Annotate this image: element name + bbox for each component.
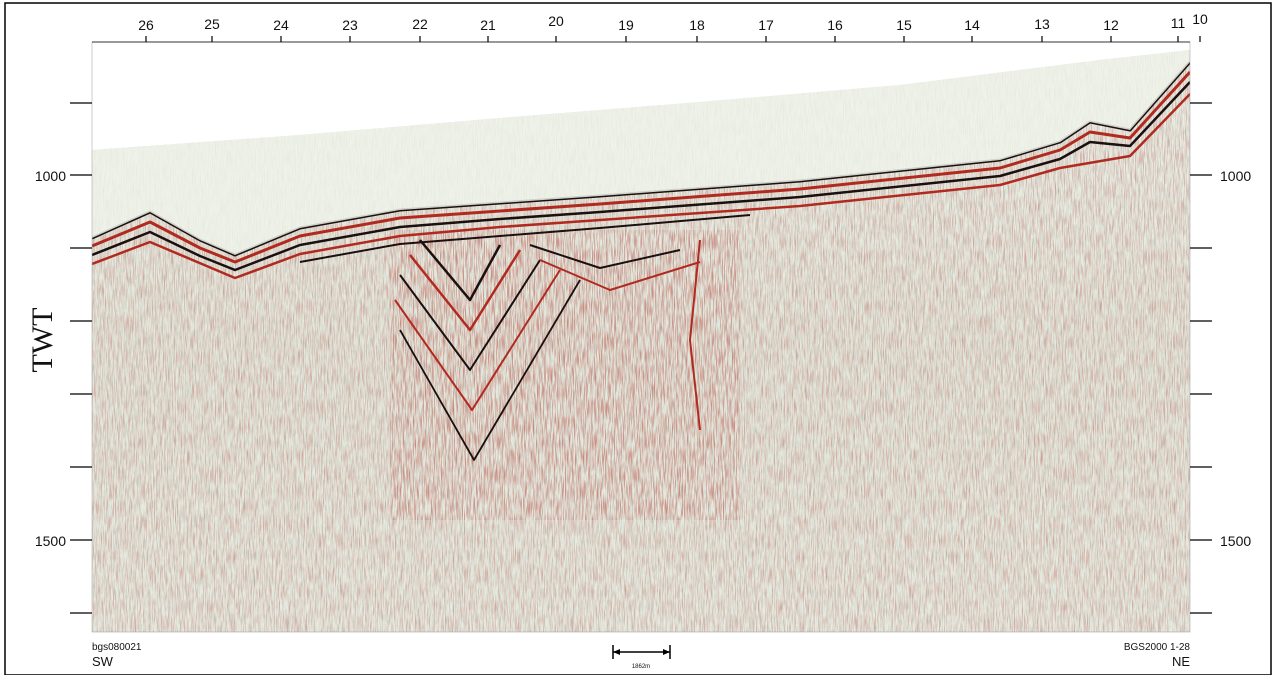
shot-point-label: 17 [758, 17, 774, 33]
shot-point-label: 19 [618, 17, 634, 33]
shot-point-label: 15 [896, 17, 912, 33]
shot-point-label: 24 [273, 17, 289, 33]
shot-point-label: 26 [138, 17, 154, 33]
survey-id: BGS2000 1-28 [1124, 642, 1191, 653]
left-tick-label: 1500 [35, 533, 66, 549]
shot-point-label: 16 [827, 17, 843, 33]
shot-point-label: 18 [689, 17, 705, 33]
scale-label: 1862m [632, 664, 650, 670]
line-id: bgs080021 [92, 642, 142, 653]
left-tick-label: 1000 [35, 168, 66, 184]
right-tick-label: 1000 [1220, 168, 1251, 184]
shot-point-label: 20 [548, 13, 564, 29]
shot-point-label: 11 [1171, 15, 1186, 31]
direction-sw: SW [92, 654, 114, 669]
seismic-figure: TWT bgs080021 SW BGS2000 1-28 NE 1862m 2… [0, 0, 1277, 675]
shot-point-label: 22 [412, 16, 428, 32]
seismic-section [92, 42, 1190, 632]
page: TWT bgs080021 SW BGS2000 1-28 NE 1862m 2… [0, 0, 1277, 675]
shot-point-label: 23 [342, 17, 358, 33]
shot-point-label: 13 [1034, 16, 1050, 32]
direction-ne: NE [1172, 654, 1190, 669]
scale-bar [613, 645, 670, 659]
shot-point-label: 12 [1103, 17, 1119, 33]
axis-title: TWT [26, 308, 59, 373]
right-tick-label: 1500 [1220, 533, 1251, 549]
shot-point-label: 21 [480, 17, 496, 33]
shot-point-label: 25 [204, 16, 220, 32]
shot-point-label: 10 [1192, 11, 1208, 27]
shot-point-label: 14 [964, 17, 980, 33]
